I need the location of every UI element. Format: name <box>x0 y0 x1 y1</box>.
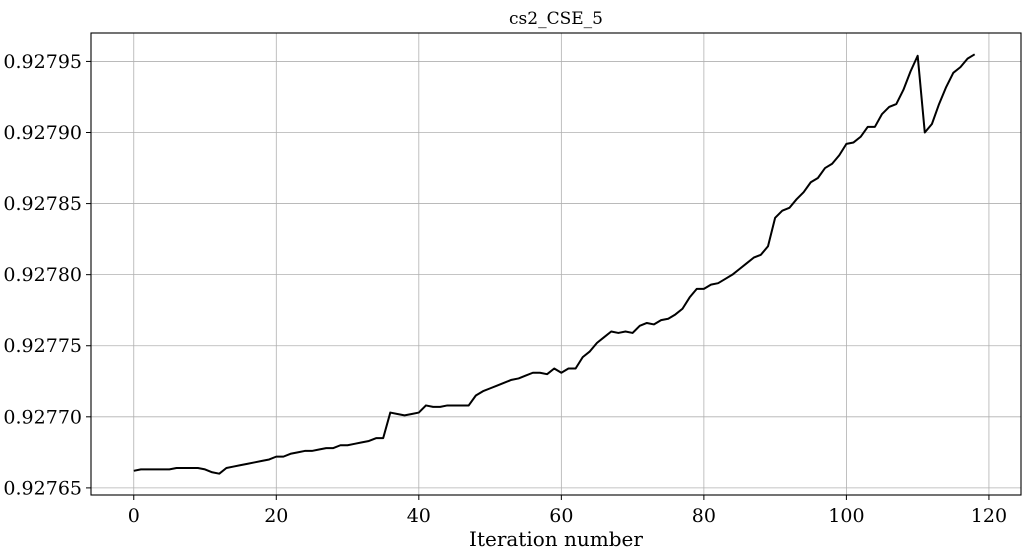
series-line <box>133 53 976 475</box>
plot-frame <box>90 32 1022 496</box>
x-axis-label: Iteration number <box>469 527 643 551</box>
y-tick-label: 0.92785 <box>3 193 82 215</box>
y-tick-label: 0.92780 <box>3 264 82 286</box>
x-tick-label: 120 <box>971 505 1007 527</box>
y-tick-label: 0.92770 <box>3 406 82 428</box>
x-axis-ticks: 0 20 40 60 80 100 120 <box>128 495 1007 527</box>
y-axis-ticks: 0.92765 0.92770 0.92775 0.92780 0.92785 0.927… <box>3 51 91 499</box>
y-tick-label: 0.92765 <box>3 477 82 499</box>
chart-title: cs2_CSE_5 <box>509 9 603 29</box>
y-tick-label: 0.92775 <box>3 335 82 357</box>
x-tick-label: 20 <box>264 505 288 527</box>
x-tick-label: 40 <box>407 505 431 527</box>
x-tick-label: 0 <box>128 505 140 527</box>
y-tick-label: 0.92790 <box>3 122 82 144</box>
y-tick-label: 0.92795 <box>3 51 82 73</box>
x-tick-label: 60 <box>549 505 573 527</box>
grid <box>91 33 1021 495</box>
x-tick-label: 80 <box>692 505 716 527</box>
x-tick-label: 100 <box>828 505 864 527</box>
